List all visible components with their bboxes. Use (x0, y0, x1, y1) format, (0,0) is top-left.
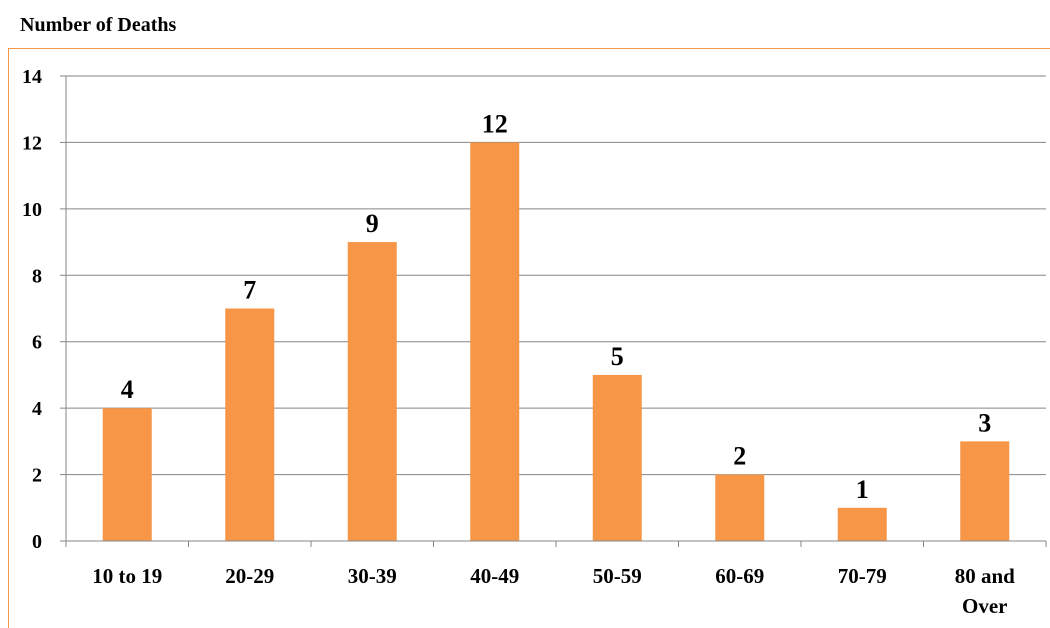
bars (102, 142, 1010, 542)
bar (960, 441, 1010, 541)
gridlines (66, 75, 1046, 476)
bar-value-label: 2 (733, 442, 746, 471)
y-tick-label: 4 (32, 398, 42, 420)
y-tick-label: 12 (22, 132, 42, 154)
y-tick-label: 14 (22, 66, 42, 88)
y-tick-label: 0 (32, 531, 42, 553)
bar-value-label: 9 (366, 209, 379, 238)
bar (102, 408, 152, 541)
y-tick-label: 10 (22, 199, 42, 221)
bar-value-label: 4 (121, 375, 134, 404)
bar (715, 474, 765, 541)
bar-value-label: 7 (243, 276, 256, 305)
bar (347, 242, 397, 542)
chart-title: Number of Deaths (20, 14, 177, 36)
y-tick-label: 2 (32, 465, 42, 487)
x-category-label: 80 and Over (955, 564, 1015, 618)
bar (592, 374, 642, 541)
bar-value-label: 12 (482, 109, 508, 138)
bar-value-label: 5 (611, 342, 624, 371)
bar-value-label: 1 (856, 475, 869, 504)
bar (837, 507, 887, 541)
y-tick-label: 6 (32, 332, 42, 354)
y-tick-label: 8 (32, 265, 42, 287)
x-category-label: 10 to 19 (92, 564, 162, 588)
chart-frame (8, 48, 1050, 628)
x-category-label: 70-79 (838, 564, 887, 588)
bar (470, 142, 520, 541)
x-category-label: 40-49 (470, 564, 519, 588)
x-category-label: 30-39 (348, 564, 397, 588)
x-category-label: 60-69 (715, 564, 764, 588)
bar-value-label: 3 (978, 408, 991, 437)
bar (225, 308, 275, 541)
axes (60, 75, 1047, 547)
x-category-label: 50-59 (593, 564, 642, 588)
x-category-label: 20-29 (225, 564, 274, 588)
